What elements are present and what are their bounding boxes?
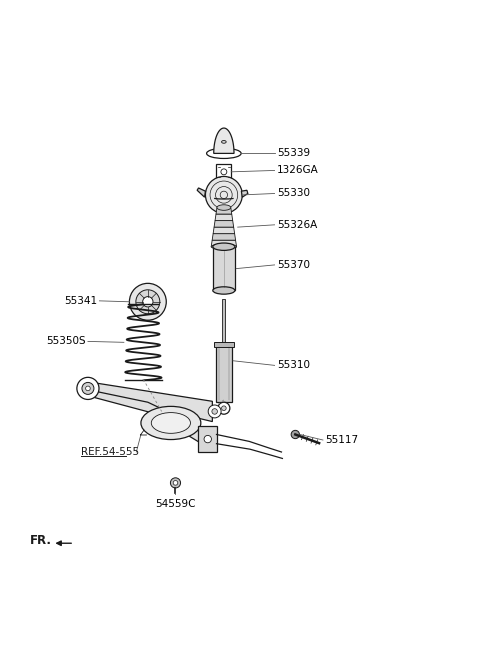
Polygon shape <box>215 214 233 221</box>
Bar <box>214 342 234 348</box>
Ellipse shape <box>213 287 235 294</box>
Circle shape <box>136 290 160 314</box>
Polygon shape <box>213 227 235 234</box>
FancyBboxPatch shape <box>198 426 217 452</box>
Bar <box>216 345 232 402</box>
Ellipse shape <box>206 148 241 158</box>
Text: 1326GA: 1326GA <box>277 166 319 175</box>
Text: REF.54-555: REF.54-555 <box>81 447 139 457</box>
Text: 55117: 55117 <box>325 435 359 445</box>
Circle shape <box>85 386 90 391</box>
Ellipse shape <box>151 413 191 434</box>
Polygon shape <box>241 191 248 197</box>
Circle shape <box>82 382 94 394</box>
Bar <box>216 164 231 179</box>
Polygon shape <box>95 383 212 422</box>
Text: 55341: 55341 <box>64 296 97 306</box>
Circle shape <box>170 478 180 488</box>
Bar <box>222 298 226 345</box>
Ellipse shape <box>141 407 201 440</box>
Polygon shape <box>212 234 236 240</box>
Circle shape <box>221 169 227 175</box>
Polygon shape <box>197 188 205 197</box>
Polygon shape <box>214 128 234 153</box>
Ellipse shape <box>222 141 226 143</box>
Circle shape <box>291 430 300 439</box>
Text: 55330: 55330 <box>277 189 310 198</box>
Circle shape <box>130 283 166 320</box>
Circle shape <box>208 405 221 418</box>
Polygon shape <box>211 240 237 247</box>
Text: 55339: 55339 <box>277 148 310 158</box>
Circle shape <box>173 480 178 485</box>
Circle shape <box>77 377 99 399</box>
Polygon shape <box>93 391 208 447</box>
Polygon shape <box>216 208 232 214</box>
Text: 55326A: 55326A <box>277 220 317 230</box>
Text: 55350S: 55350S <box>46 336 85 346</box>
Bar <box>213 247 235 290</box>
Text: 55370: 55370 <box>277 260 310 270</box>
Polygon shape <box>214 221 234 227</box>
Ellipse shape <box>217 205 231 210</box>
Circle shape <box>204 436 211 443</box>
Circle shape <box>222 406 226 411</box>
Circle shape <box>212 409 217 414</box>
Circle shape <box>218 402 230 414</box>
Text: 54559C: 54559C <box>155 499 196 509</box>
Circle shape <box>143 296 153 307</box>
Text: 55310: 55310 <box>277 360 310 371</box>
Circle shape <box>205 177 242 214</box>
Ellipse shape <box>213 243 235 250</box>
Text: FR.: FR. <box>30 534 52 547</box>
Ellipse shape <box>211 244 237 250</box>
